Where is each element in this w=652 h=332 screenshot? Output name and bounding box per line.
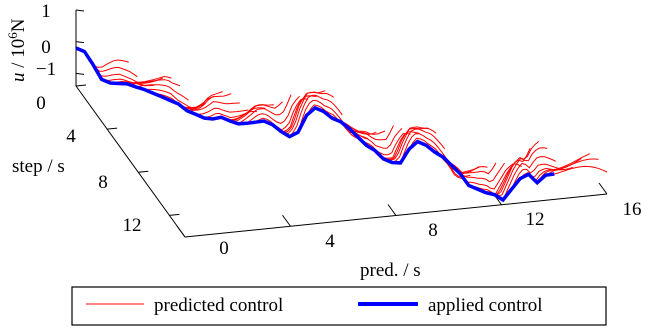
z-tick xyxy=(75,72,85,75)
predicted-control-line xyxy=(340,121,394,141)
z-tick xyxy=(75,9,85,12)
y-axis-label: step / s xyxy=(12,156,65,177)
predicted-control-line xyxy=(391,128,446,163)
predicted-control-line xyxy=(178,93,232,109)
predicted-control-line xyxy=(554,165,608,175)
predicted-control-line xyxy=(195,107,249,115)
y-tick-label: 4 xyxy=(66,126,76,147)
x-tick xyxy=(176,225,186,238)
predicted-control-line xyxy=(459,163,514,190)
predicted-control-line xyxy=(186,101,240,112)
predicted-control-line xyxy=(246,95,300,124)
predicted-control-line xyxy=(144,88,198,109)
predicted-control-line xyxy=(289,94,343,137)
applied-control-line xyxy=(75,46,555,203)
predicted-control-line xyxy=(229,101,283,122)
legend-label-predicted: predicted control xyxy=(154,295,283,316)
predicted-control-line xyxy=(349,127,403,149)
predicted-control-line xyxy=(502,156,557,201)
legend-label-applied: applied control xyxy=(428,295,543,316)
x-tick-label: 12 xyxy=(526,209,545,230)
z-axis-label: u / 106N xyxy=(5,18,29,82)
x-tick-label: 4 xyxy=(325,231,335,252)
y-tick-label: 12 xyxy=(123,215,142,236)
z-tick xyxy=(75,41,85,44)
y-tick-label: 8 xyxy=(98,172,108,193)
x-axis-label: pred. / s xyxy=(360,260,421,281)
predicted-control-line xyxy=(127,79,181,87)
z-tick-label: −1 xyxy=(36,59,56,80)
applied-control-series xyxy=(75,46,555,203)
predicted-control-line xyxy=(238,94,292,125)
legend: predicted control applied control xyxy=(71,286,607,326)
x-tick-label: 0 xyxy=(219,238,229,259)
predicted-control-line xyxy=(536,153,591,183)
y-tick xyxy=(75,84,87,87)
x-tick xyxy=(598,182,608,195)
predicted-control-line xyxy=(280,91,334,134)
predicted-control-line xyxy=(494,147,548,197)
predicted-control-line xyxy=(545,158,599,176)
x-tick-label: 16 xyxy=(623,199,642,220)
predicted-control-line xyxy=(135,84,189,101)
predicted-control-line xyxy=(357,132,411,156)
x-tick-label: 8 xyxy=(428,220,438,241)
x-tick xyxy=(282,214,291,227)
y-tick xyxy=(138,170,149,173)
predicted-control-line xyxy=(408,137,462,179)
predicted-control-line xyxy=(306,104,360,140)
predicted-control-line xyxy=(400,133,454,172)
z-tick-label: 1 xyxy=(41,1,51,22)
z-tick-label: 0 xyxy=(41,37,51,58)
predicted-control-line xyxy=(511,163,565,190)
y-axis-line xyxy=(75,85,186,238)
y-tick xyxy=(169,213,180,216)
predicted-control-line xyxy=(383,126,437,161)
y-tick xyxy=(107,127,118,130)
legend-box xyxy=(71,286,607,326)
x-tick xyxy=(387,204,397,216)
y-tick-label: 0 xyxy=(36,93,46,114)
